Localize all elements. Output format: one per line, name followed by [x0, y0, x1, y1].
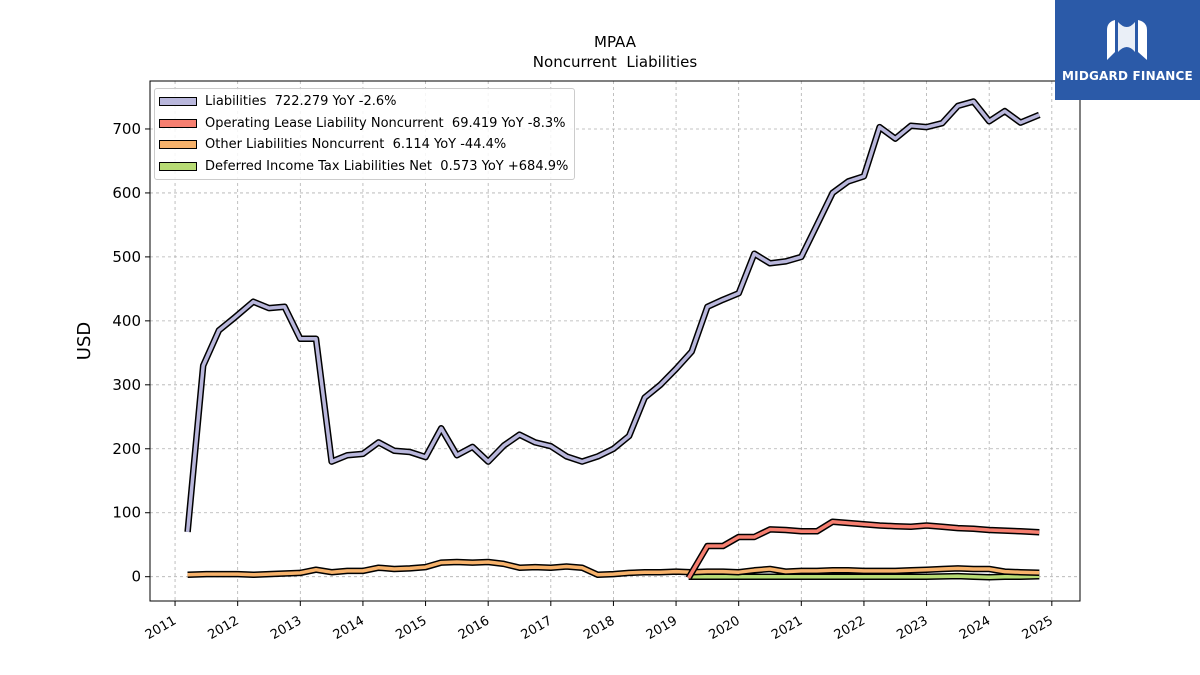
- legend-label: Other Liabilities Noncurrent 6.114 YoY -…: [205, 137, 507, 153]
- x-tick-label: 2012: [206, 613, 242, 643]
- x-tick-label: 2018: [581, 613, 617, 643]
- y-tick-label: 600: [112, 184, 141, 202]
- y-tick-label: 400: [112, 312, 141, 330]
- legend-swatch: [159, 140, 197, 150]
- legend-swatch: [159, 118, 197, 128]
- series-stroke: [688, 574, 1040, 580]
- legend-item: Liabilities 722.279 YoY -2.6%: [159, 91, 568, 113]
- y-tick-label: 100: [112, 504, 141, 522]
- legend-item: Deferred Income Tax Liabilities Net 0.57…: [159, 156, 568, 178]
- series-line-3: [688, 572, 1040, 581]
- legend-label: Operating Lease Liability Noncurrent 69.…: [205, 115, 566, 131]
- axis-ticks: 0 100 200 300 400 500 600 700 2011 2012 2013 2014 20…: [112, 120, 1055, 643]
- x-tick-label: 2025: [1020, 613, 1056, 643]
- x-tick-label: 2013: [268, 613, 304, 643]
- midgard-logo-mark-icon: [1107, 20, 1147, 60]
- legend-swatch: [159, 161, 197, 171]
- x-tick-label: 2016: [456, 613, 492, 643]
- legend-swatch: [159, 97, 197, 107]
- chart-title: MPAA: [594, 33, 637, 51]
- y-tick-label: 500: [112, 248, 141, 266]
- series-line-0: [184, 98, 1041, 533]
- y-tick-label: 200: [112, 440, 141, 458]
- y-tick-label: 300: [112, 376, 141, 394]
- series-line-2: [187, 558, 1040, 579]
- legend-label: Deferred Income Tax Liabilities Net 0.57…: [205, 158, 569, 174]
- series-stroke: [687, 519, 1040, 579]
- legend-label: Liabilities 722.279 YoY -2.6%: [205, 94, 397, 110]
- series-stroke: [185, 99, 1040, 533]
- x-tick-label: 2021: [769, 613, 805, 643]
- x-tick-label: 2014: [331, 613, 367, 643]
- legend-item: Other Liabilities Noncurrent 6.114 YoY -…: [159, 134, 568, 156]
- x-tick-label: 2024: [957, 613, 993, 643]
- series-stroke: [187, 560, 1040, 577]
- x-tick-label: 2017: [519, 613, 555, 643]
- x-tick-label: 2011: [143, 613, 179, 643]
- x-tick-label: 2023: [894, 613, 930, 643]
- legend: Liabilities 722.279 YoY -2.6% Operating L…: [154, 88, 576, 180]
- chart-subtitle: Noncurrent Liabilities: [533, 53, 698, 71]
- brand-logo: MIDGARD FINANCE: [1055, 0, 1200, 100]
- brand-name: MIDGARD FINANCE: [1062, 69, 1193, 83]
- x-tick-label: 2015: [393, 613, 429, 643]
- legend-item: Operating Lease Liability Noncurrent 69.…: [159, 113, 568, 135]
- x-tick-label: 2020: [707, 613, 743, 643]
- plot-frame: [149, 80, 1081, 602]
- y-tick-label: 0: [131, 568, 141, 586]
- x-tick-label: 2019: [644, 613, 680, 643]
- series-line-1: [685, 518, 1040, 580]
- series-lines: [184, 98, 1041, 581]
- y-axis-label: USD: [74, 322, 95, 360]
- x-tick-label: 2022: [832, 613, 868, 643]
- y-tick-label: 700: [112, 120, 141, 138]
